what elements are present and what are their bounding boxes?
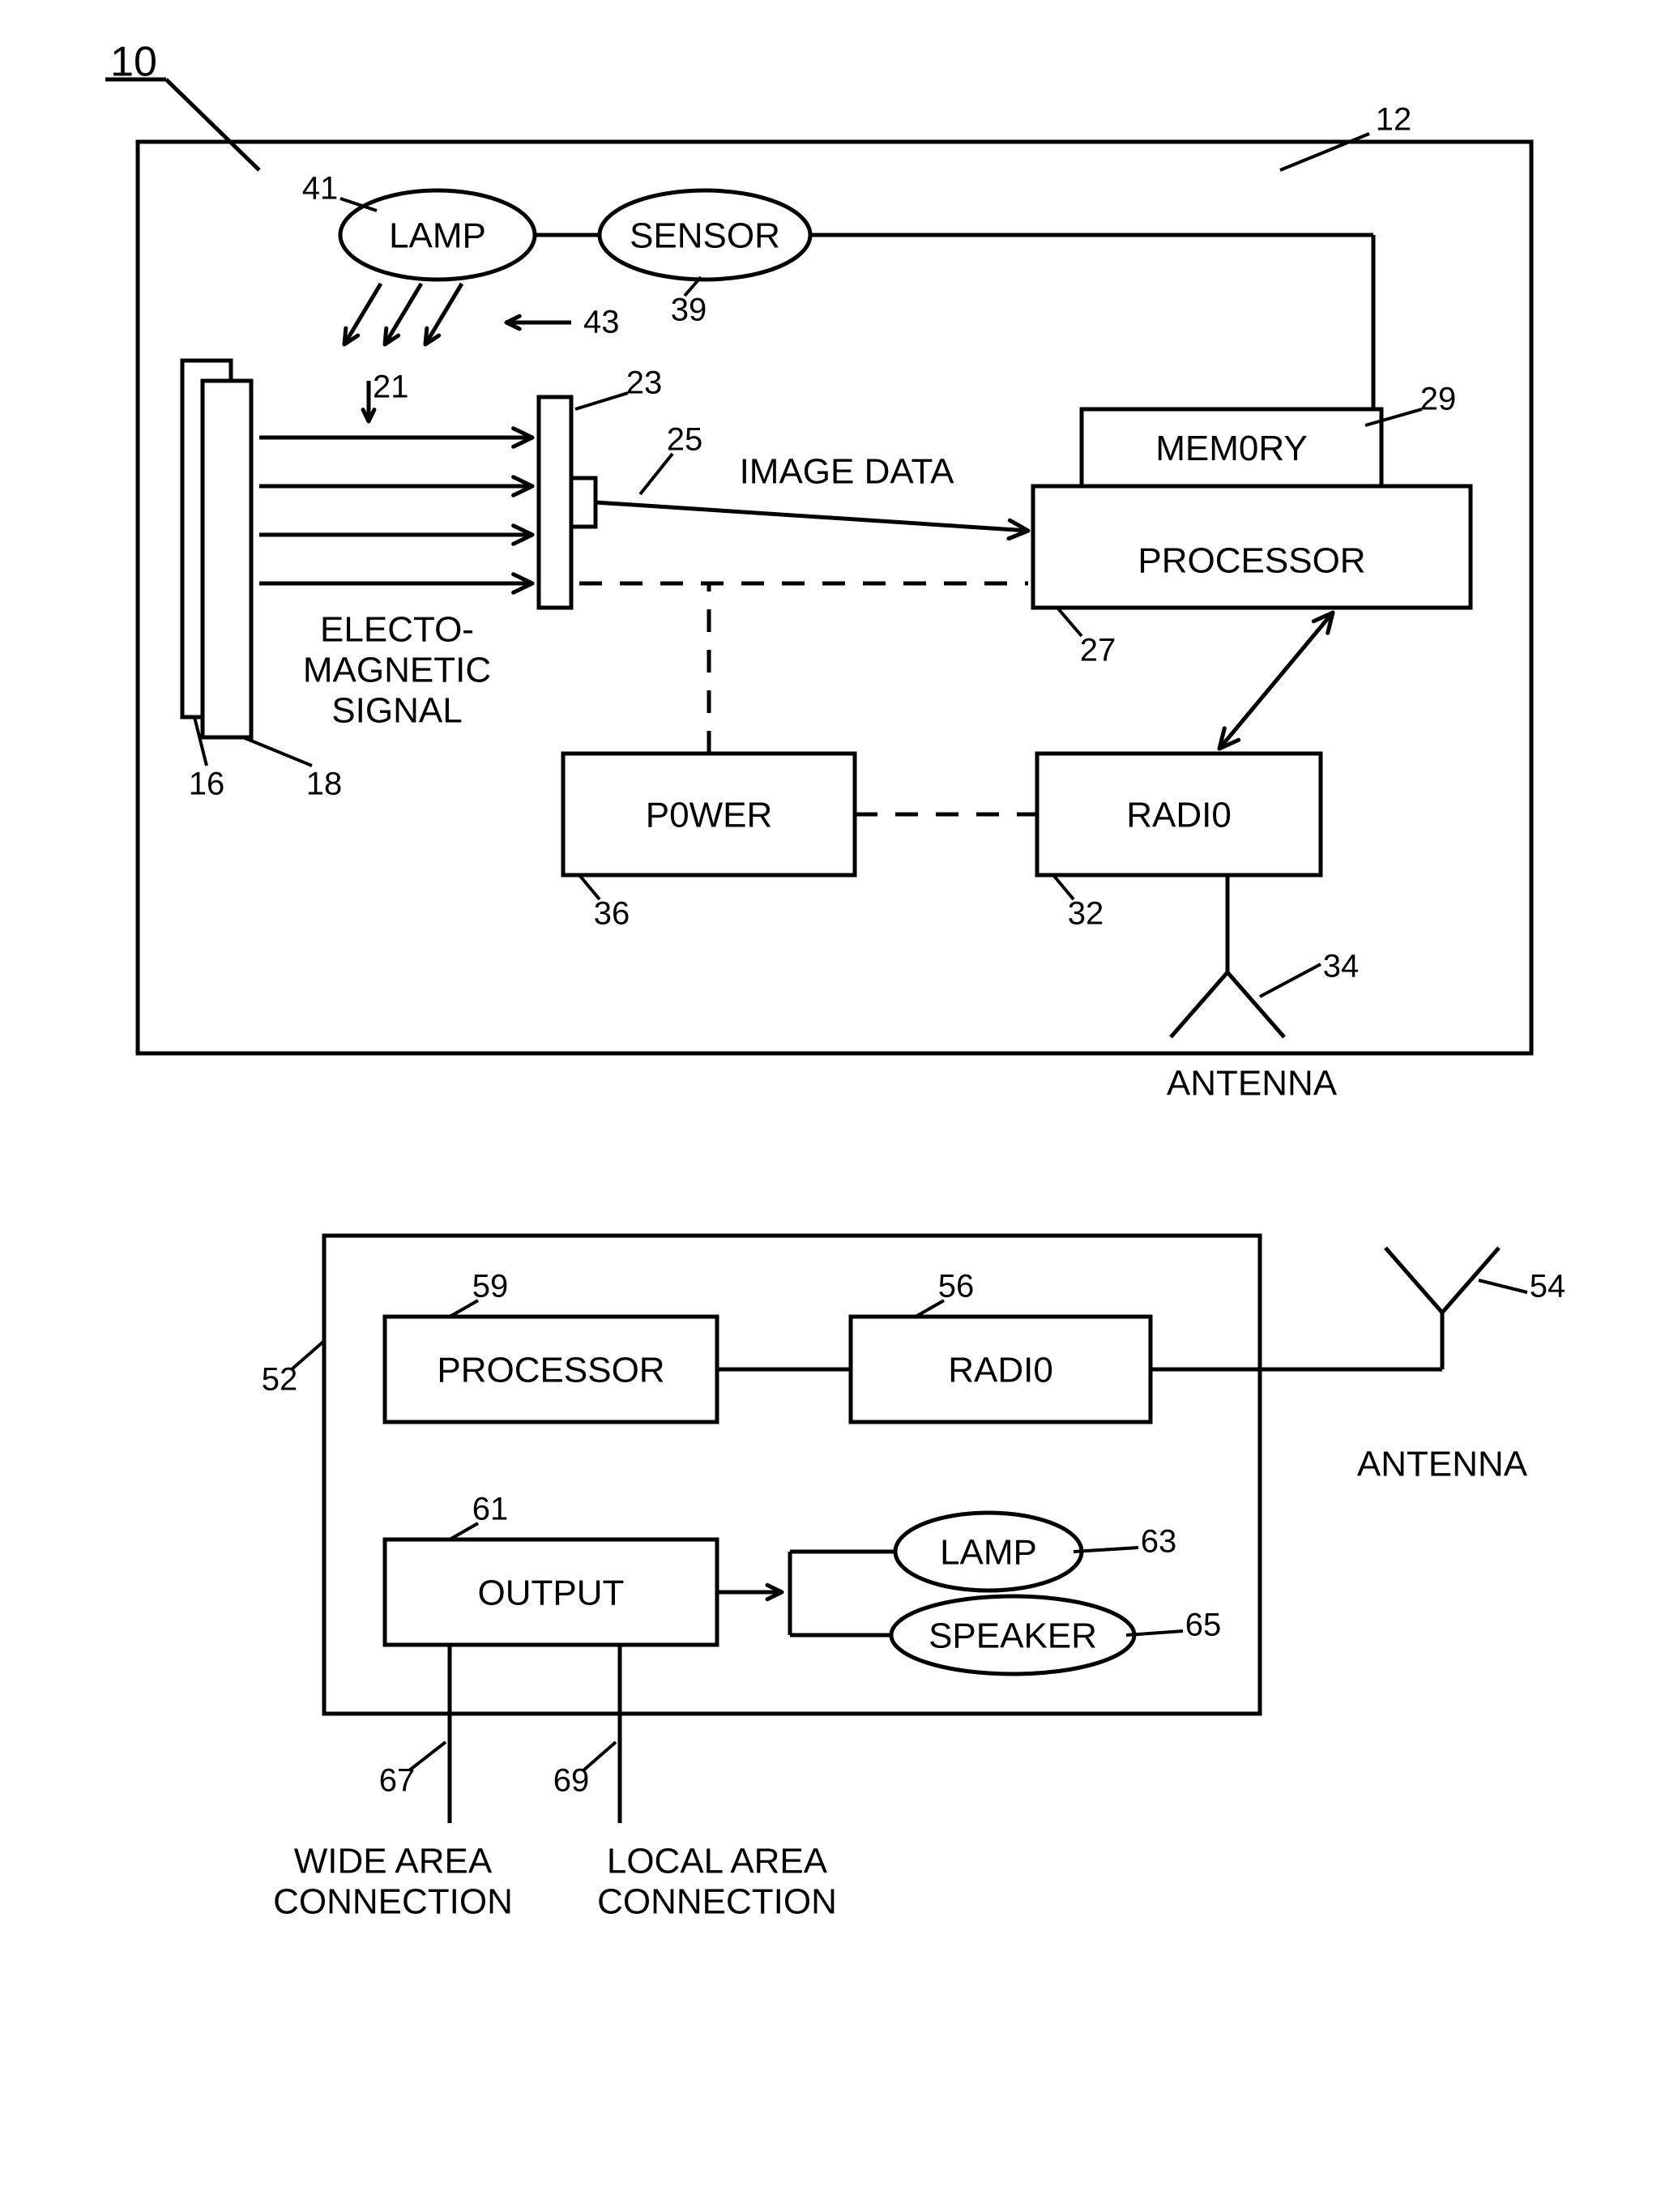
ref-59: 59: [472, 1269, 509, 1305]
ref-12: 12: [1376, 102, 1412, 138]
ref-36: 36: [594, 896, 630, 932]
wide-label-1: WIDE AREA: [294, 1842, 493, 1881]
ref-29: 29: [1420, 382, 1457, 417]
lamp-label: LAMP: [389, 216, 486, 256]
ref-39: 39: [671, 293, 707, 328]
radio-label: RADI0: [1126, 796, 1232, 835]
em-label-1: ELECTO-: [320, 610, 474, 650]
processor-label: PROCESSOR: [1138, 541, 1365, 581]
em-label-2: MAGNETIC: [303, 651, 491, 690]
ref-63: 63: [1141, 1524, 1177, 1560]
sensor-label: SENSOR: [630, 216, 780, 256]
local-label-1: LOCAL AREA: [607, 1842, 828, 1881]
processor2-label: PROCESSOR: [437, 1351, 664, 1390]
local-label-2: CONNECTION: [597, 1882, 837, 1922]
ref-56: 56: [938, 1269, 975, 1305]
ref-27: 27: [1080, 633, 1116, 668]
ref-34: 34: [1323, 949, 1360, 984]
output-label: OUTPUT: [478, 1574, 625, 1613]
ref-61: 61: [472, 1492, 509, 1527]
lamp2-label: LAMP: [940, 1533, 1037, 1573]
image-data-label: IMAGE DATA: [740, 452, 954, 492]
ref-43: 43: [583, 305, 620, 340]
em-label-3: SIGNAL: [331, 691, 462, 731]
antenna-label-bottom: ANTENNA: [1357, 1445, 1528, 1484]
speaker-label: SPEAKER: [929, 1616, 1097, 1656]
ref-25: 25: [667, 422, 703, 458]
ref-16: 16: [189, 767, 225, 802]
radio2-label: RADI0: [948, 1351, 1053, 1390]
memory-label: MEM0RY: [1155, 429, 1307, 468]
ref-23: 23: [626, 365, 663, 401]
ref-32: 32: [1068, 896, 1104, 932]
antenna-label-top: ANTENNA: [1167, 1064, 1338, 1104]
ref-18: 18: [306, 767, 343, 802]
ref-65: 65: [1185, 1608, 1222, 1643]
ref-54: 54: [1530, 1269, 1566, 1305]
power-label: P0WER: [646, 796, 772, 835]
wide-label-2: CONNECTION: [273, 1882, 513, 1922]
ref-41: 41: [302, 171, 339, 207]
ref-21: 21: [373, 369, 409, 405]
